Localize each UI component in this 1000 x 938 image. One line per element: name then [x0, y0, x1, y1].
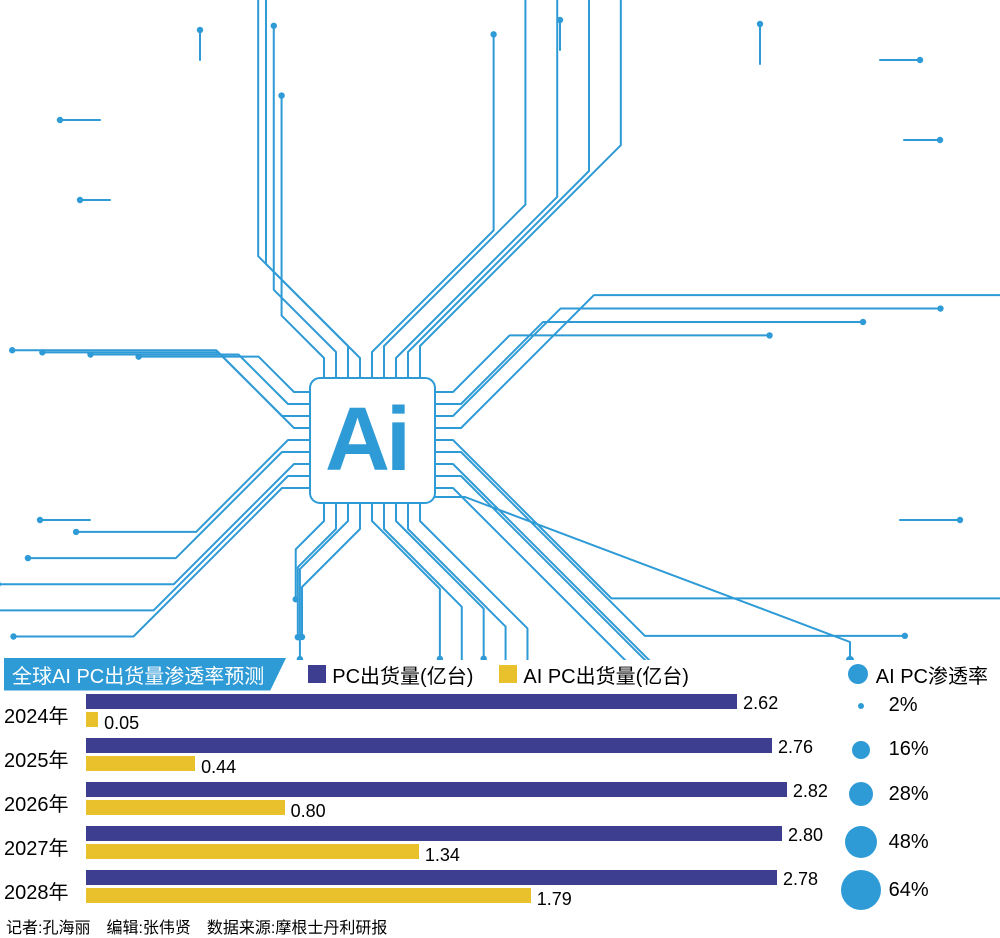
ai-bar: 0.05 [86, 712, 98, 727]
swatch-pc [308, 665, 326, 683]
ai-bar: 0.80 [86, 800, 285, 815]
footer-credits: 记者:孔海丽 编辑:张伟贤 数据来源:摩根士丹利研报 [4, 914, 990, 938]
year-label: 2025年 [4, 738, 86, 773]
penetration-dot [841, 870, 881, 910]
chart-row: 2025年2.760.4416% [4, 738, 990, 778]
bars-column: 2.82 0.80 [86, 782, 829, 818]
pc-bar-value: 2.80 [788, 825, 823, 846]
penetration-label: 28% [889, 783, 929, 806]
penetration-label: 48% [889, 831, 929, 854]
pc-bar-value: 2.76 [778, 737, 813, 758]
pc-bar: 2.62 [86, 694, 738, 709]
legend-pen: AI PC渗透率 [848, 660, 988, 689]
circuit-svg [0, 0, 1000, 660]
legend-pen-label: AI PC渗透率 [876, 660, 988, 689]
pc-bar: 2.78 [86, 870, 777, 885]
penetration-dot [858, 703, 864, 709]
chart-area: 全球AI PC出货量渗透率预测 PC出货量(亿台) AI PC出货量(亿台) A… [0, 660, 1000, 938]
ai-bar-value: 0.05 [104, 713, 139, 734]
chart-row: 2027年2.801.3448% [4, 826, 990, 866]
pc-bar: 2.82 [86, 782, 787, 797]
ai-bar: 0.44 [86, 756, 195, 771]
pc-bar: 2.76 [86, 738, 772, 753]
swatch-ai [499, 665, 517, 683]
legend-ai: AI PC出货量(亿台) [499, 660, 689, 689]
ai-bar: 1.79 [86, 888, 531, 903]
penetration-label: 64% [889, 879, 929, 902]
chart-row: 2024年2.620.052% [4, 694, 990, 734]
circuit-background: Ai [0, 0, 1000, 660]
chart-rows: 2024年2.620.052%2025年2.760.4416%2026年2.82… [4, 694, 990, 910]
ai-bar-value: 0.80 [291, 801, 326, 822]
legend-ai-label: AI PC出货量(亿台) [523, 660, 689, 689]
chart-row: 2026年2.820.8028% [4, 782, 990, 822]
penetration-cell: 28% [829, 782, 990, 806]
ai-bar-value: 0.44 [201, 757, 236, 778]
legend-pc-label: PC出货量(亿台) [332, 660, 473, 689]
chart-title: 全球AI PC出货量渗透率预测 [4, 658, 286, 691]
ai-bar-value: 1.34 [425, 845, 460, 866]
penetration-cell: 64% [829, 870, 990, 910]
chart-row: 2028年2.781.7964% [4, 870, 990, 910]
chart-header: 全球AI PC出货量渗透率预测 PC出货量(亿台) AI PC出货量(亿台) A… [4, 660, 990, 688]
swatch-pen [848, 664, 868, 684]
bars-column: 2.80 1.34 [86, 826, 829, 862]
penetration-dot [852, 741, 870, 759]
penetration-label: 16% [889, 738, 929, 761]
penetration-dot [845, 826, 877, 858]
year-label: 2024年 [4, 694, 86, 729]
penetration-dot [849, 782, 873, 806]
pc-bar: 2.80 [86, 826, 782, 841]
bars-column: 2.76 0.44 [86, 738, 829, 774]
ai-bar: 1.34 [86, 844, 419, 859]
penetration-cell: 2% [829, 694, 990, 717]
penetration-cell: 16% [829, 738, 990, 761]
penetration-label: 2% [889, 694, 918, 717]
pc-bar-value: 2.62 [743, 693, 778, 714]
bars-column: 2.78 1.79 [86, 870, 829, 906]
year-label: 2027年 [4, 826, 86, 861]
legend-pc: PC出货量(亿台) [308, 660, 473, 689]
year-label: 2028年 [4, 870, 86, 905]
bars-column: 2.62 0.05 [86, 694, 829, 730]
pc-bar-value: 2.82 [793, 781, 828, 802]
pc-bar-value: 2.78 [783, 869, 818, 890]
penetration-cell: 48% [829, 826, 990, 858]
ai-chip-label: Ai [325, 395, 407, 485]
ai-bar-value: 1.79 [537, 889, 572, 910]
year-label: 2026年 [4, 782, 86, 817]
